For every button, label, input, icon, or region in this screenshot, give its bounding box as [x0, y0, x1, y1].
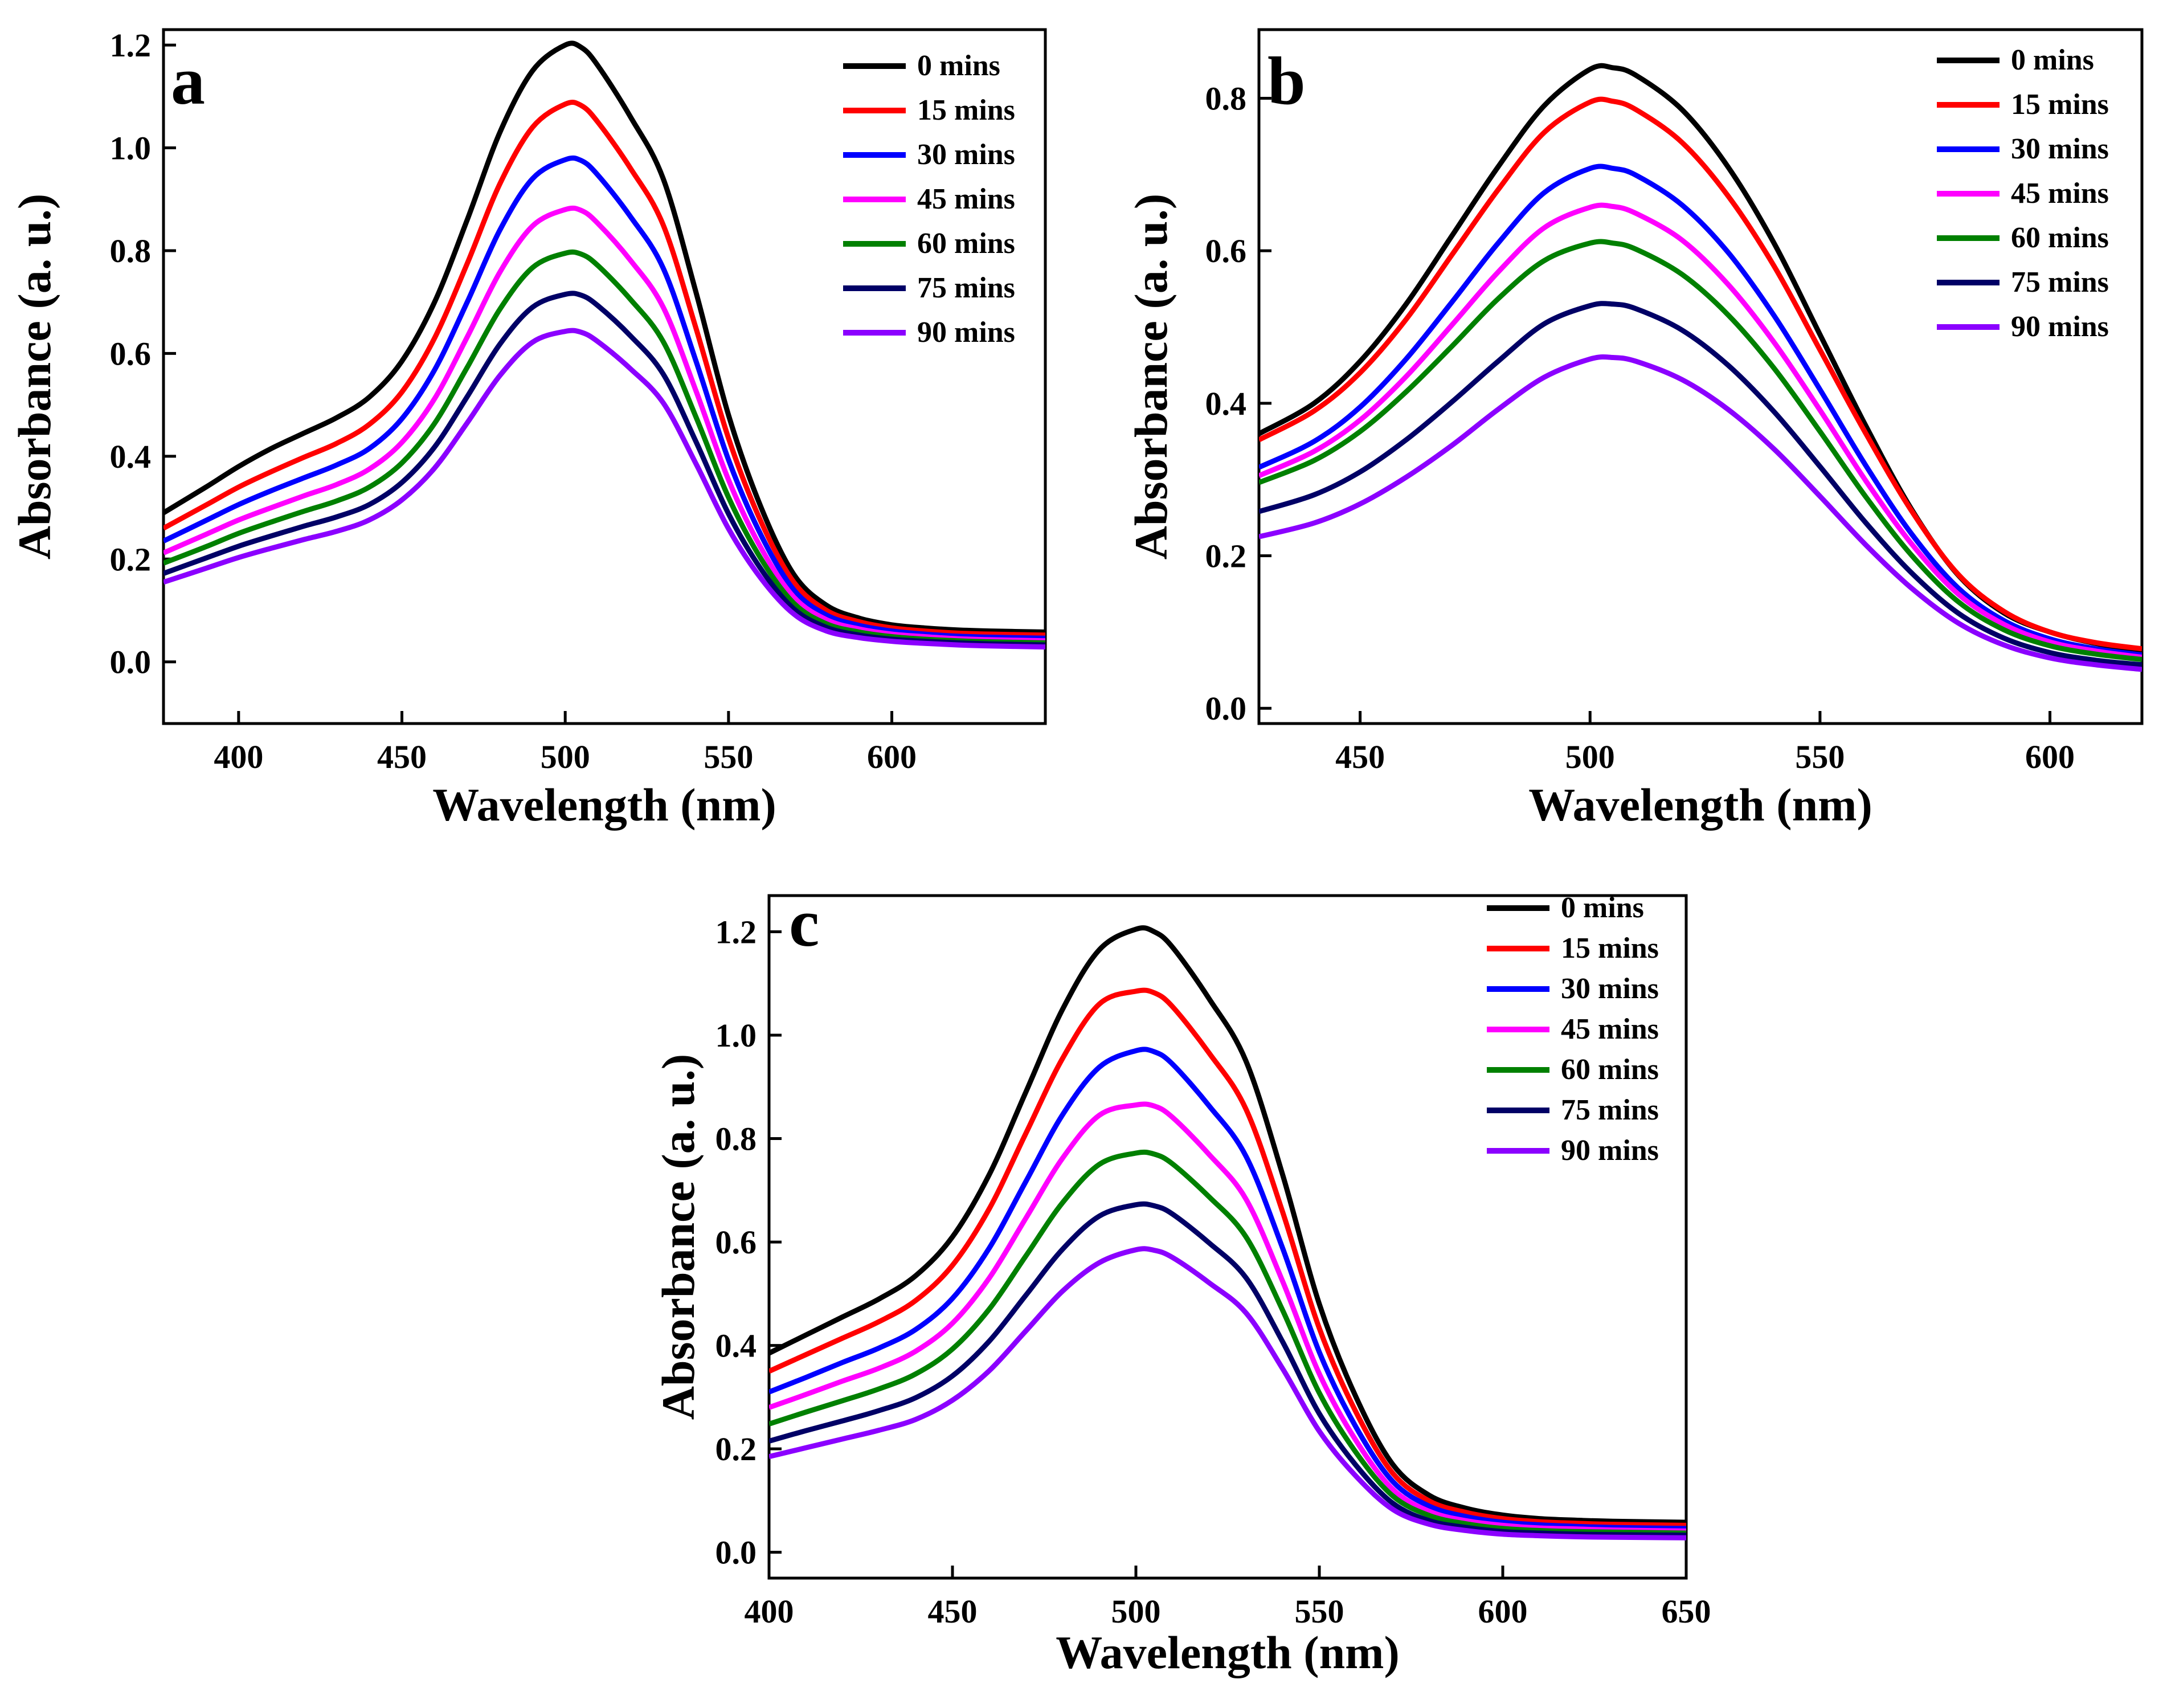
series-line-30-mins	[1259, 164, 2142, 657]
series-line-90-mins	[1259, 354, 2142, 672]
legend-label: 0 mins	[2011, 44, 2094, 76]
x-tick-label: 550	[1295, 1593, 1344, 1630]
series-line-90-mins	[163, 328, 1045, 650]
plot-frame	[1257, 28, 2144, 725]
y-tick-label: 0.4	[110, 438, 152, 475]
chart-panel-a: 400 450 500 550 600 0.0 0.2 0.4 0.6 0.8 1.0 1.2 Wave…	[9, 27, 1047, 831]
legend-label: 15 mins	[2011, 88, 2109, 121]
x-tick-label: 650	[1662, 1593, 1711, 1630]
series-line-0-mins	[163, 40, 1045, 635]
series-line-90-mins	[769, 1246, 1686, 1541]
y-tick-label: 0.6	[1205, 232, 1247, 269]
y-tick-label: 0.0	[110, 644, 152, 681]
y-tick-label: 1.2	[715, 914, 757, 951]
series-line-15-mins	[1259, 96, 2142, 652]
legend-label: 30 mins	[2011, 133, 2109, 165]
legend-label: 45 mins	[917, 183, 1015, 215]
y-tick-label: 1.0	[110, 130, 152, 167]
y-tick-label: 0.6	[715, 1224, 757, 1261]
y-tick-label: 1.0	[715, 1017, 757, 1054]
series-line-0-mins	[769, 925, 1686, 1525]
x-tick-label: 600	[867, 738, 917, 775]
y-tick-label: 0.4	[1205, 385, 1247, 422]
series-line-30-mins	[769, 1047, 1686, 1531]
y-tick-label: 0.2	[110, 541, 152, 578]
legend-label: 0 mins	[917, 50, 1000, 82]
x-tick-label: 600	[2025, 738, 2075, 775]
y-axis-title: Absorbance (a. u.)	[1125, 194, 1177, 559]
x-tick-label: 500	[1111, 1593, 1161, 1630]
x-tick-label: 500	[541, 738, 590, 775]
series-line-60-mins	[769, 1149, 1686, 1536]
legend-label: 60 mins	[1561, 1053, 1659, 1086]
legend-label: 90 mins	[2011, 310, 2109, 343]
y-tick-label: 0.0	[715, 1534, 757, 1571]
series-line-45-mins	[769, 1101, 1686, 1534]
chart-panel-b: 450 500 550 600 0.0 0.2 0.4 0.6 0.8 Wavelength (n…	[1125, 28, 2144, 831]
series-line-15-mins	[769, 987, 1686, 1528]
y-axis-title: Absorbance (a. u.)	[652, 1054, 704, 1420]
legend-label: 75 mins	[2011, 266, 2109, 299]
legend-label: 90 mins	[917, 316, 1015, 349]
y-tick-label: 1.2	[110, 27, 152, 64]
series-line-15-mins	[163, 100, 1045, 638]
x-tick-label: 450	[377, 738, 427, 775]
y-tick-label: 0.8	[1205, 80, 1247, 117]
panel-letter: c	[789, 885, 819, 961]
legend-label: 90 mins	[1561, 1134, 1659, 1167]
x-tick-label: 600	[1478, 1593, 1528, 1630]
y-tick-label: 0.0	[1205, 690, 1247, 727]
x-axis-title: Wavelength (nm)	[1528, 779, 1872, 831]
series-line-60-mins	[1259, 239, 2142, 663]
series-line-60-mins	[163, 249, 1045, 645]
x-tick-label: 550	[1795, 738, 1845, 775]
x-axis-title: Wavelength (nm)	[1056, 1627, 1400, 1678]
x-tick-label: 550	[704, 738, 753, 775]
panel-letter: a	[171, 43, 205, 119]
series-line-45-mins	[1259, 202, 2142, 660]
y-tick-label: 0.8	[110, 232, 152, 269]
y-tick-label: 0.2	[715, 1431, 757, 1468]
y-tick-label: 0.2	[1205, 538, 1247, 575]
legend-label: 75 mins	[917, 272, 1015, 304]
x-tick-label: 450	[928, 1593, 978, 1630]
plot-frame	[767, 894, 1688, 1580]
legend-label: 30 mins	[917, 138, 1015, 171]
series-line-0-mins	[1259, 63, 2142, 654]
x-tick-label: 400	[214, 738, 263, 775]
chart-panel-c: 400 450 500 550 600 650 0.0 0.2 0.4 0.6 0.8 1.0 1.2 W…	[652, 885, 1711, 1678]
y-tick-label: 0.4	[715, 1327, 757, 1364]
legend-label: 15 mins	[1561, 932, 1659, 965]
series-line-75-mins	[1259, 301, 2142, 668]
x-tick-label: 400	[745, 1593, 794, 1630]
y-axis-title: Absorbance (a. u.)	[9, 194, 60, 559]
legend-label: 15 mins	[917, 94, 1015, 126]
legend-label: 75 mins	[1561, 1094, 1659, 1126]
y-tick-label: 0.8	[715, 1121, 757, 1158]
legend-label: 0 mins	[1561, 892, 1644, 924]
legend-label: 60 mins	[2011, 222, 2109, 254]
x-tick-label: 500	[1565, 738, 1615, 775]
series-line-75-mins	[769, 1201, 1686, 1538]
legend-label: 45 mins	[1561, 1013, 1659, 1045]
x-tick-label: 450	[1335, 738, 1385, 775]
legend-label: 45 mins	[2011, 177, 2109, 210]
legend-label: 60 mins	[917, 227, 1015, 260]
panel-letter: b	[1267, 43, 1306, 119]
legend-label: 30 mins	[1561, 973, 1659, 1005]
x-axis-title: Wavelength (nm)	[432, 779, 776, 831]
series-line-30-mins	[163, 155, 1045, 641]
y-tick-label: 0.6	[110, 335, 152, 372]
series-line-45-mins	[163, 205, 1045, 644]
plot-frame	[162, 28, 1047, 725]
